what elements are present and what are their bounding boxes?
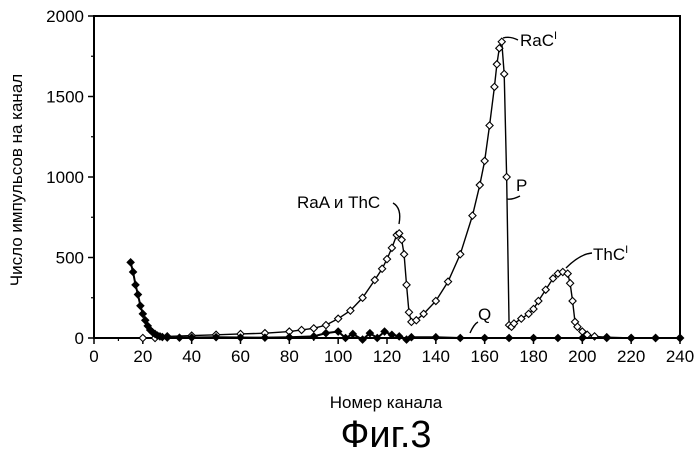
annotation-rac: RaCI [520, 30, 557, 50]
series-p-point [403, 281, 410, 288]
series-q-point [457, 334, 464, 341]
series-q-point [530, 334, 537, 341]
series-p-point [503, 173, 510, 180]
series-p-point [469, 212, 476, 219]
series-p-point [518, 315, 525, 322]
annotation-q: Q [478, 305, 491, 324]
series-p-point [310, 325, 317, 332]
series-p-point [335, 315, 342, 322]
x-tick-label: 60 [231, 347, 250, 366]
leader-thc1 [566, 253, 592, 268]
y-tick-label: 2000 [46, 7, 84, 26]
x-axis-ticks: 0 20 40 60 80 100 120 140 160 180 200 220 240 [89, 338, 694, 366]
y-axis-label: Число импульсов на канал [7, 74, 26, 286]
series-p-point [457, 251, 464, 258]
annotations: RaA и ThC RaCI P ThCI Q [297, 30, 628, 333]
series-q-point [127, 259, 134, 266]
x-tick-label: 80 [280, 347, 299, 366]
series-p-point [139, 334, 146, 341]
series-q-point [628, 334, 635, 341]
series-q-point [137, 302, 144, 309]
annotation-thc1-sup: I [625, 244, 628, 256]
series-p-point [379, 265, 386, 272]
series-q-point [481, 334, 488, 341]
series-p-point [501, 70, 508, 77]
x-tick-label: 240 [666, 347, 694, 366]
series-p-point [535, 297, 542, 304]
plot-frame [94, 16, 680, 338]
series-q-point [129, 268, 136, 275]
series-q-point [652, 334, 659, 341]
x-tick-label: 160 [470, 347, 498, 366]
series-p-point [383, 256, 390, 263]
series-p-point [569, 297, 576, 304]
series-q-point [286, 334, 293, 341]
annotation-rac-main: RaC [520, 31, 554, 50]
leader-raa-thc [393, 203, 400, 224]
series-p-point [481, 157, 488, 164]
y-tick-label: 500 [56, 249, 84, 268]
series-q-point [432, 334, 439, 341]
annotation-raa-thc: RaA и ThC [297, 193, 380, 212]
annotation-thc1-main: ThC [593, 245, 625, 264]
series-p-point [486, 122, 493, 129]
series-p-point [493, 61, 500, 68]
series-p-line [143, 42, 680, 338]
annotation-thc1: ThCI [593, 244, 628, 264]
y-tick-label: 0 [75, 329, 84, 348]
leader-rac [503, 37, 518, 40]
x-tick-label: 140 [422, 347, 450, 366]
annotation-rac-sup: I [554, 30, 557, 42]
x-tick-label: 40 [182, 347, 201, 366]
series-p-point [322, 322, 329, 329]
figure-caption: Фиг.3 [340, 414, 431, 453]
series-q-point [322, 330, 329, 337]
leader-q [470, 322, 478, 333]
series-p-point [476, 181, 483, 188]
series-p-point [491, 83, 498, 90]
series-p-point [405, 309, 412, 316]
series-p-point [567, 280, 574, 287]
x-tick-label: 180 [519, 347, 547, 366]
x-tick-label: 120 [373, 347, 401, 366]
x-tick-label: 0 [89, 347, 98, 366]
series-q-point [261, 334, 268, 341]
series-p-point [400, 251, 407, 258]
series-q-point [554, 334, 561, 341]
series-p [139, 38, 683, 341]
series-q-point [132, 281, 139, 288]
plot-area: 0 20 40 60 80 100 120 140 160 180 200 220 240 0 500 10… [46, 7, 694, 366]
series-q-point [505, 334, 512, 341]
y-tick-label: 1000 [46, 168, 84, 187]
x-tick-label: 20 [133, 347, 152, 366]
series-p-point [298, 326, 305, 333]
series-q-point [176, 334, 183, 341]
x-axis-label: Номер канала [330, 393, 443, 412]
series-p-point [542, 286, 549, 293]
x-tick-label: 220 [617, 347, 645, 366]
annotation-p: P [516, 176, 527, 195]
series-q-point [676, 334, 683, 341]
series-p-point [444, 278, 451, 285]
series-q-point [134, 291, 141, 298]
x-tick-label: 100 [324, 347, 352, 366]
y-tick-label: 1500 [46, 88, 84, 107]
leader-p [507, 196, 520, 199]
series-p-point [388, 244, 395, 251]
y-axis-ticks: 0 500 1000 1500 2000 [46, 7, 94, 348]
x-tick-label: 200 [568, 347, 596, 366]
